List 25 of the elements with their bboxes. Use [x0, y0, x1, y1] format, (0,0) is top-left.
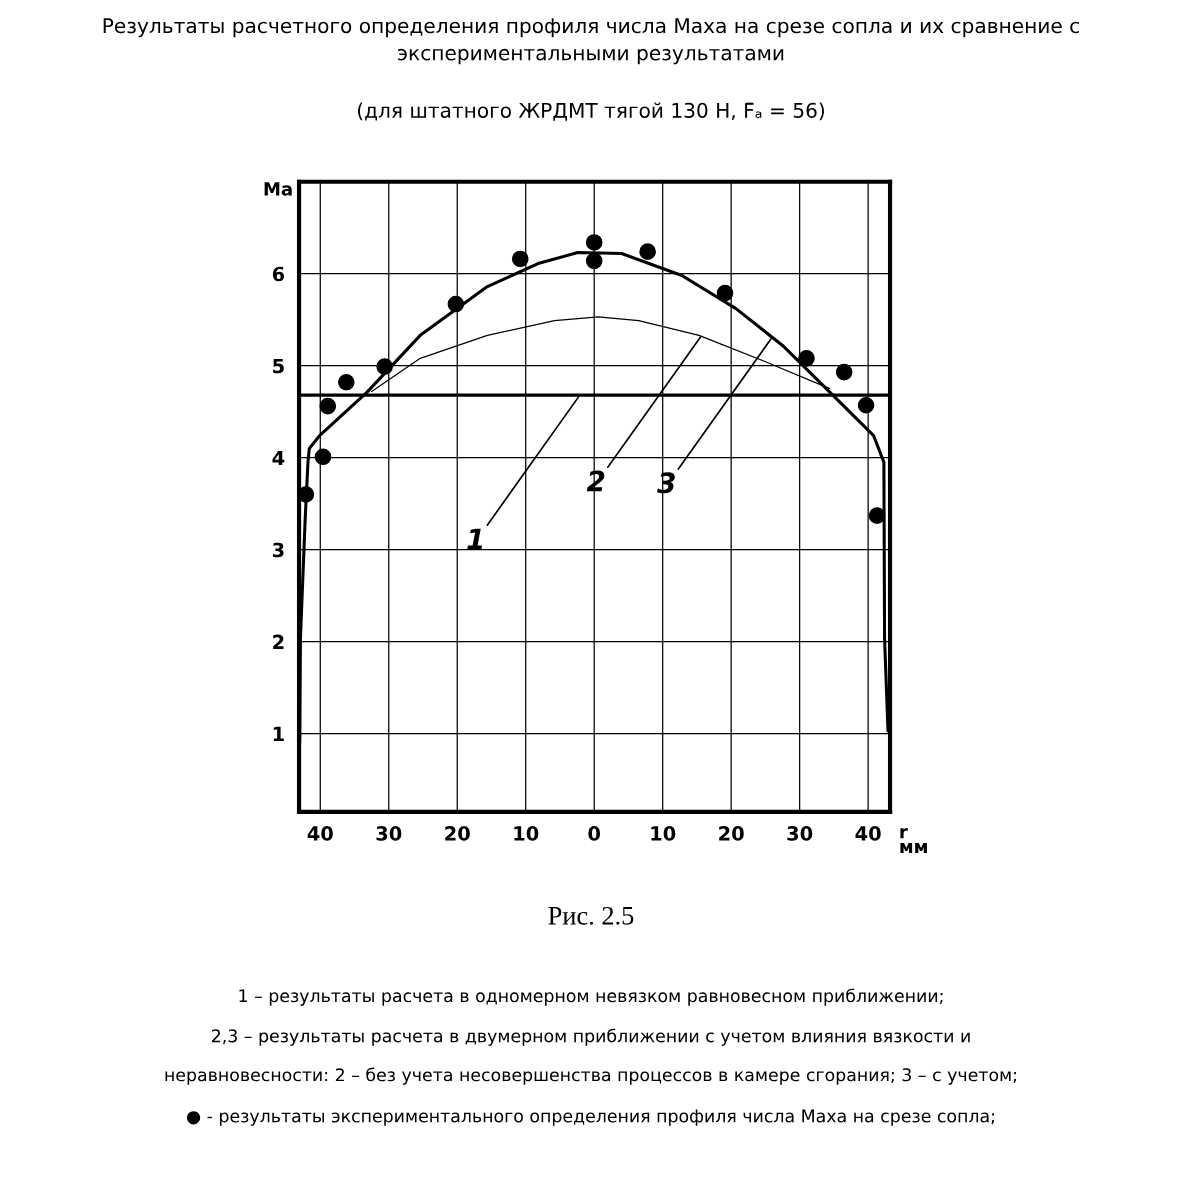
- text: ● - результаты экспериментального определения профиля числа Маха на срезе сопла;: [186, 1109, 994, 1126]
- x-tick-label: 30: [376, 826, 402, 841]
- x-tick-label: 20: [445, 826, 470, 841]
- x-axis-title: r мм: [900, 828, 927, 853]
- x-tick-label: 30: [787, 826, 813, 841]
- x-tick-label: 40: [855, 826, 881, 841]
- y-tick-label: 2: [273, 634, 284, 650]
- y-tick-label: 4: [272, 450, 285, 466]
- y-tick-label: 6: [272, 266, 285, 282]
- x-tick-label: 0: [588, 826, 601, 841]
- chart-subtitle: (для штатного ЖРДМТ тягой 130 Н, F̄ₐ = 56): [357, 102, 825, 121]
- x-tick-label: 40: [307, 826, 333, 841]
- x-tick-label: 10: [651, 826, 676, 841]
- y-tick-label: 3: [272, 542, 284, 558]
- annotation: 1: [467, 528, 483, 550]
- x-tick-label: 20: [719, 826, 744, 841]
- text: Рис. 2.5: [548, 906, 634, 925]
- text: неравновесности: 2 – без учета несовершенства процессов в камере сгорания; 3 – с учетом;: [165, 1067, 1016, 1085]
- x-tick-label: 10: [514, 826, 539, 841]
- y-tick-label: 1: [273, 726, 284, 742]
- chart-title: Результаты расчетного определения профиля числа Маха на срезе сопла и их сравнение с экспериментальными результатами: [103, 18, 1079, 65]
- y-axis-title: Ma: [264, 182, 292, 196]
- y-tick-label: 5: [273, 358, 284, 374]
- text: 1 – результаты расчета в одномерном невязком равновесном приближении;: [239, 988, 943, 1006]
- text: 2,3 – результаты расчета в двумерном приближении с учетом влияния вязкости и: [212, 1028, 970, 1046]
